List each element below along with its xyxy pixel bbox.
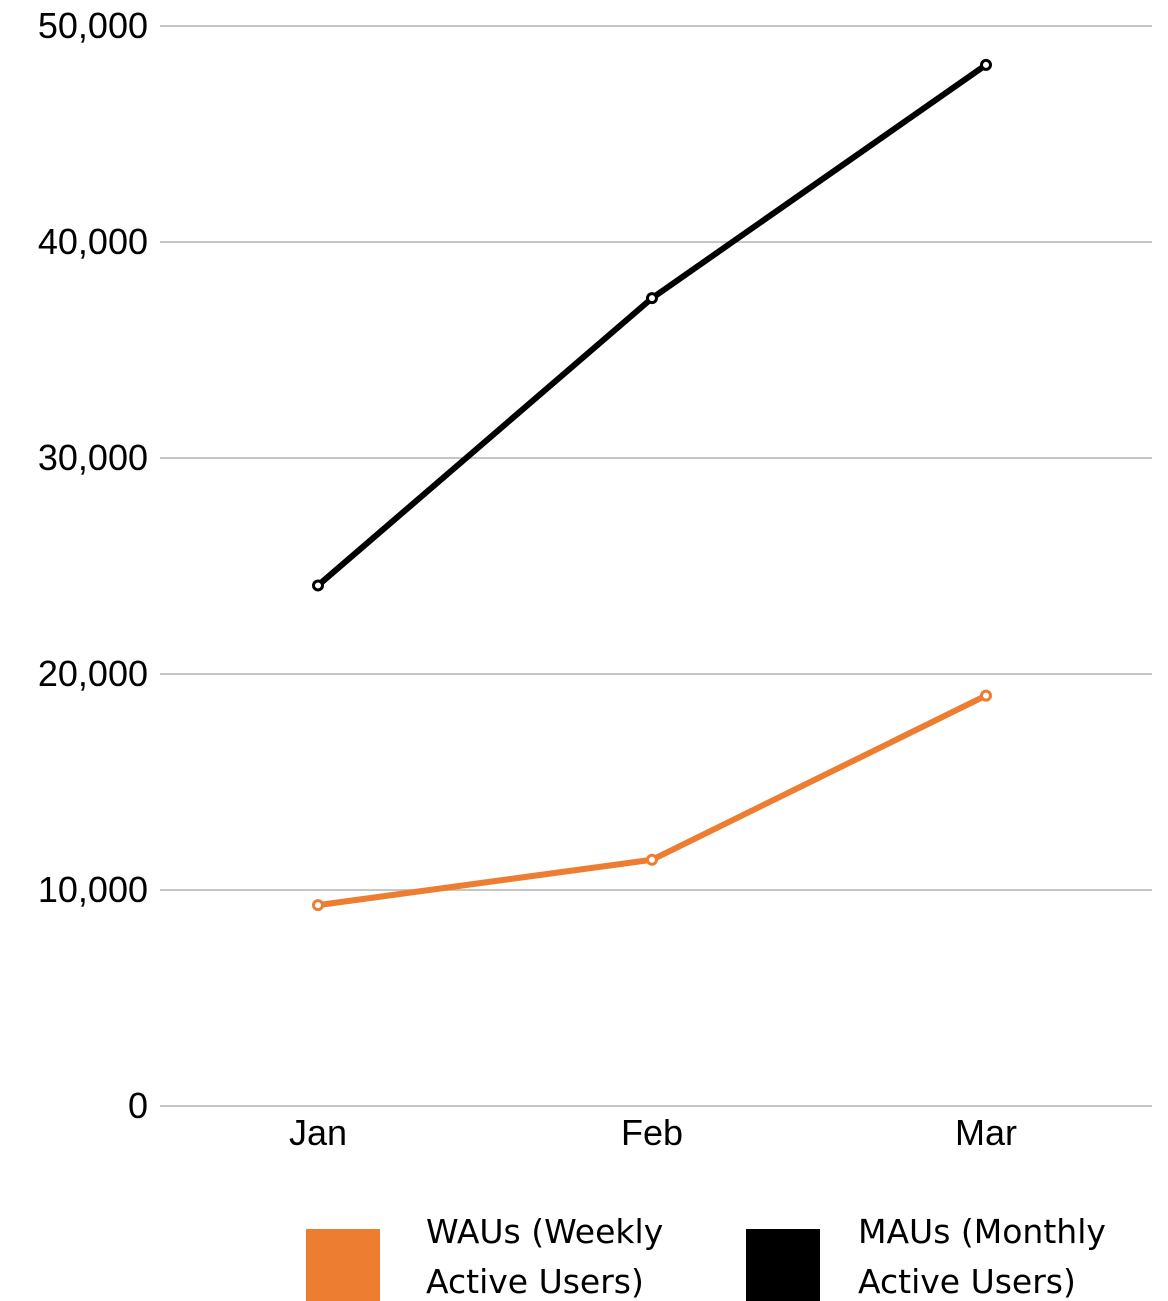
legend-label: MAUs (Monthly [858, 1212, 1106, 1251]
series-line [315, 61, 989, 589]
data-point [312, 899, 324, 912]
legend-swatch [306, 1229, 380, 1301]
x-axis-tick-labels: Jan Feb Mar [289, 1112, 1017, 1153]
data-point [980, 58, 992, 71]
data-point [980, 689, 992, 702]
y-tick-label: 20,000 [38, 653, 148, 694]
series-line [315, 692, 989, 909]
grid-layer [160, 25, 1152, 1107]
legend-item: MAUs (Monthly Active Users) [746, 1212, 1106, 1301]
y-tick-label: 10,000 [38, 869, 148, 910]
series-layer [312, 58, 992, 912]
x-tick-label: Mar [955, 1112, 1017, 1153]
y-tick-label: 40,000 [38, 221, 148, 262]
y-tick-label: 50,000 [38, 5, 148, 46]
legend-label: Active Users) [426, 1262, 644, 1301]
data-point [646, 292, 658, 305]
y-axis-tick-labels: 0 10,000 20,000 30,000 40,000 50,000 [38, 5, 148, 1126]
legend-swatch [746, 1229, 820, 1301]
legend-label: Active Users) [858, 1262, 1076, 1301]
data-point [312, 579, 324, 592]
y-tick-label: 30,000 [38, 437, 148, 478]
series-maus [312, 58, 992, 592]
legend: WAUs (Weekly Active Users) MAUs (Monthly Ac… [306, 1212, 1106, 1301]
legend-item: WAUs (Weekly Active Users) [306, 1212, 663, 1301]
y-tick-label: 0 [128, 1085, 148, 1126]
x-tick-label: Jan [289, 1112, 347, 1153]
x-tick-label: Feb [621, 1112, 683, 1153]
series-waus [312, 689, 992, 912]
legend-label: WAUs (Weekly [426, 1212, 663, 1251]
data-point [646, 853, 658, 866]
